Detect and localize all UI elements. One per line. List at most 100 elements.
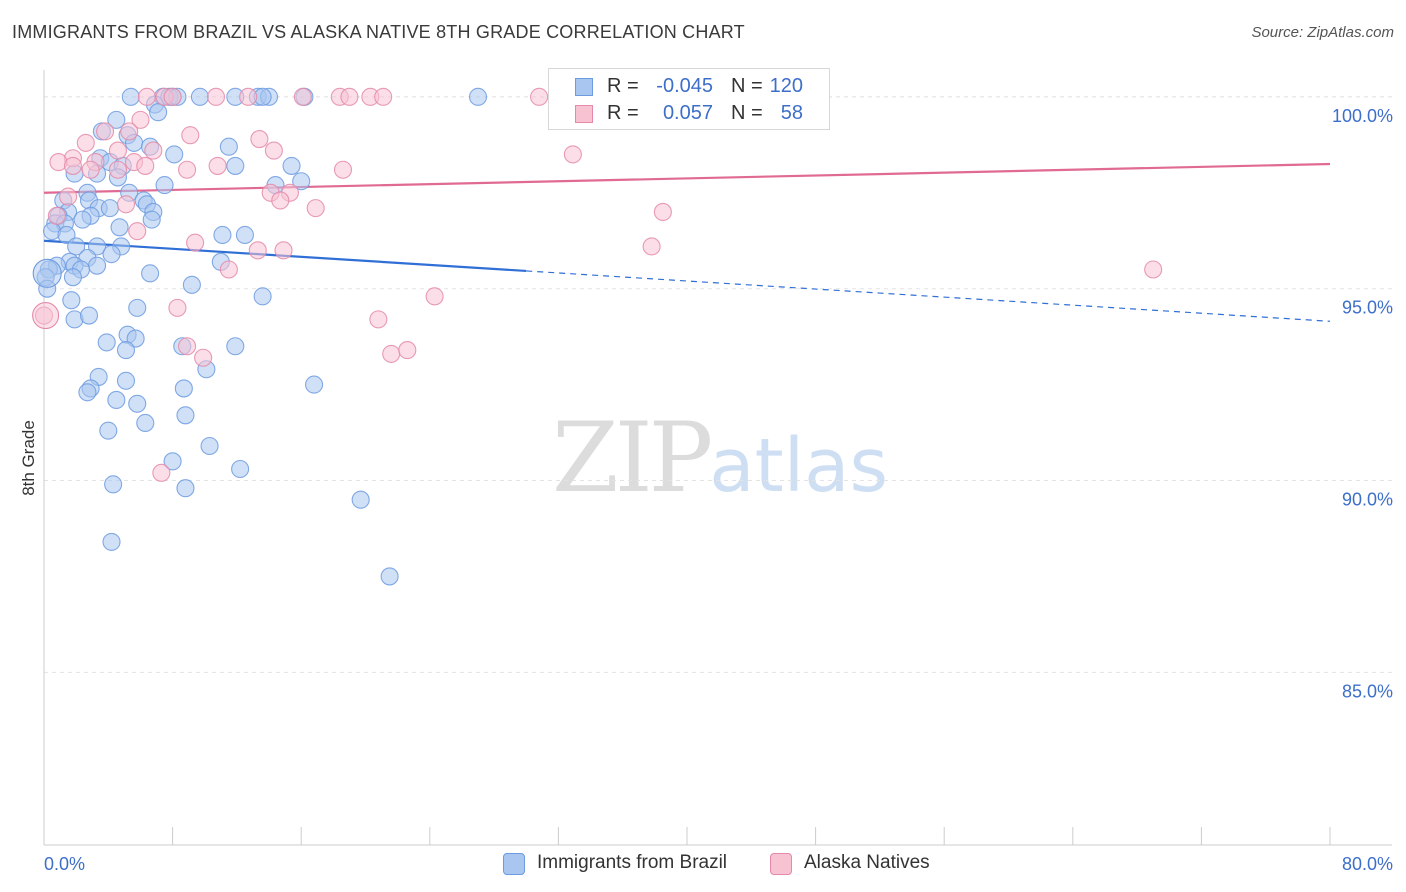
bottom-legend-brazil: Immigrants from Brazil xyxy=(503,852,753,876)
brazil-point xyxy=(155,176,174,195)
brazil-point xyxy=(102,532,121,551)
alaska-point xyxy=(81,160,100,179)
alaska-point xyxy=(108,160,127,179)
correlation-legend: R = -0.045 N = 120 R = 0.057 N = 58 xyxy=(548,68,830,130)
brazil-point xyxy=(176,406,195,425)
trend-layer xyxy=(43,162,1331,322)
x-tick-label: 0.0% xyxy=(44,854,85,874)
x-tick-label: 80.0% xyxy=(1342,854,1393,874)
watermark-zip: ZIP xyxy=(552,402,713,514)
alaska-point xyxy=(271,191,290,210)
alaska-point xyxy=(181,126,200,145)
legend-n-label: N = xyxy=(731,102,763,124)
legend-r-value: -0.045 xyxy=(656,75,713,97)
alaska-point xyxy=(306,199,325,218)
alaska-point xyxy=(47,206,66,225)
alaska-point xyxy=(206,87,226,106)
alaska-point xyxy=(274,241,293,260)
alaska-point xyxy=(369,310,388,329)
legend-n-label: N = xyxy=(731,75,763,97)
alaska-point xyxy=(194,348,213,367)
brazil-point xyxy=(104,475,123,494)
brazil-point xyxy=(107,390,126,410)
brazil-point xyxy=(79,306,99,325)
alaska-point xyxy=(530,87,549,106)
legend-r-label: R = xyxy=(607,102,639,124)
y-tick-label: 85.0% xyxy=(1342,681,1393,701)
brazil-point xyxy=(282,156,301,175)
brazil-point xyxy=(213,225,232,245)
y-tick-label: 100.0% xyxy=(1332,106,1393,126)
alaska-point xyxy=(340,87,359,106)
alaska-point xyxy=(208,156,227,175)
brazil-trend-line-extension xyxy=(526,270,1331,322)
brazil-point xyxy=(136,413,155,433)
alaska-point xyxy=(333,160,353,179)
brazil-point xyxy=(100,199,119,218)
alaska-point xyxy=(186,233,205,252)
alaska-point xyxy=(178,160,197,179)
brazil-point xyxy=(78,383,97,402)
points-layer xyxy=(32,87,1163,586)
brazil-point xyxy=(226,337,245,356)
brazil-point xyxy=(32,258,62,288)
alaska-point xyxy=(398,341,417,360)
alaska-point xyxy=(128,222,147,241)
alaska-point xyxy=(116,195,136,214)
y-axis-title: 8th Grade xyxy=(19,420,38,496)
alaska-point xyxy=(293,87,312,106)
brazil-point xyxy=(351,490,370,509)
alaska-point xyxy=(653,202,672,222)
legend-swatch-brazil xyxy=(575,78,593,96)
brazil-point xyxy=(235,225,254,245)
watermark: ZIPatlas xyxy=(552,402,888,514)
brazil-point xyxy=(141,264,160,283)
alaska-point xyxy=(264,141,283,160)
alaska-point xyxy=(248,241,267,260)
brazil-point xyxy=(219,137,238,156)
brazil-point xyxy=(116,371,136,390)
alaska-point xyxy=(382,344,401,363)
brazil-point xyxy=(226,156,245,175)
brazil-point xyxy=(174,379,193,398)
brazil-point xyxy=(182,275,201,294)
brazil-point xyxy=(149,103,168,122)
legend-n-value: 120 xyxy=(769,75,803,97)
brazil-point xyxy=(292,172,311,191)
brazil-point xyxy=(97,333,116,352)
alaska-point xyxy=(178,337,197,356)
alaska-point xyxy=(96,122,115,141)
alaska-point xyxy=(163,87,182,106)
alaska-point xyxy=(152,463,171,482)
brazil-point xyxy=(107,110,126,129)
alaska-point xyxy=(1144,260,1163,279)
legend-r-label: R = xyxy=(607,75,639,97)
bottom-legend-label-alaska: Alaska Natives xyxy=(804,852,930,873)
alaska-point xyxy=(144,141,163,160)
alaska-point xyxy=(120,122,139,141)
brazil-point xyxy=(142,210,161,229)
alaska-point xyxy=(642,237,661,256)
alaska-point xyxy=(108,141,127,160)
alaska-point xyxy=(239,87,258,106)
brazil-point xyxy=(73,210,92,229)
alaska-point xyxy=(137,87,156,106)
brazil-point xyxy=(99,421,118,440)
alaska-point xyxy=(63,156,82,175)
brazil-point xyxy=(128,394,147,413)
bottom-legend-swatch-brazil xyxy=(503,853,525,875)
brazil-point xyxy=(176,479,195,498)
brazil-point xyxy=(87,256,107,275)
alaska-point xyxy=(136,156,155,175)
y-tick-label: 90.0% xyxy=(1342,490,1393,510)
brazil-point xyxy=(163,452,182,471)
grid-layer xyxy=(44,96,1392,673)
brazil-point xyxy=(62,291,81,310)
label-layer: 85.0% 90.0% 95.0% 100.0% 0.0% 80.0% 8th Grade xyxy=(19,106,1393,874)
brazil-point xyxy=(380,567,399,586)
watermark-atlas: atlas xyxy=(709,423,889,509)
legend-n-value: 58 xyxy=(780,102,803,124)
source-label: Source: ZipAtlas.com xyxy=(1251,24,1394,41)
brazil-point xyxy=(128,298,147,317)
